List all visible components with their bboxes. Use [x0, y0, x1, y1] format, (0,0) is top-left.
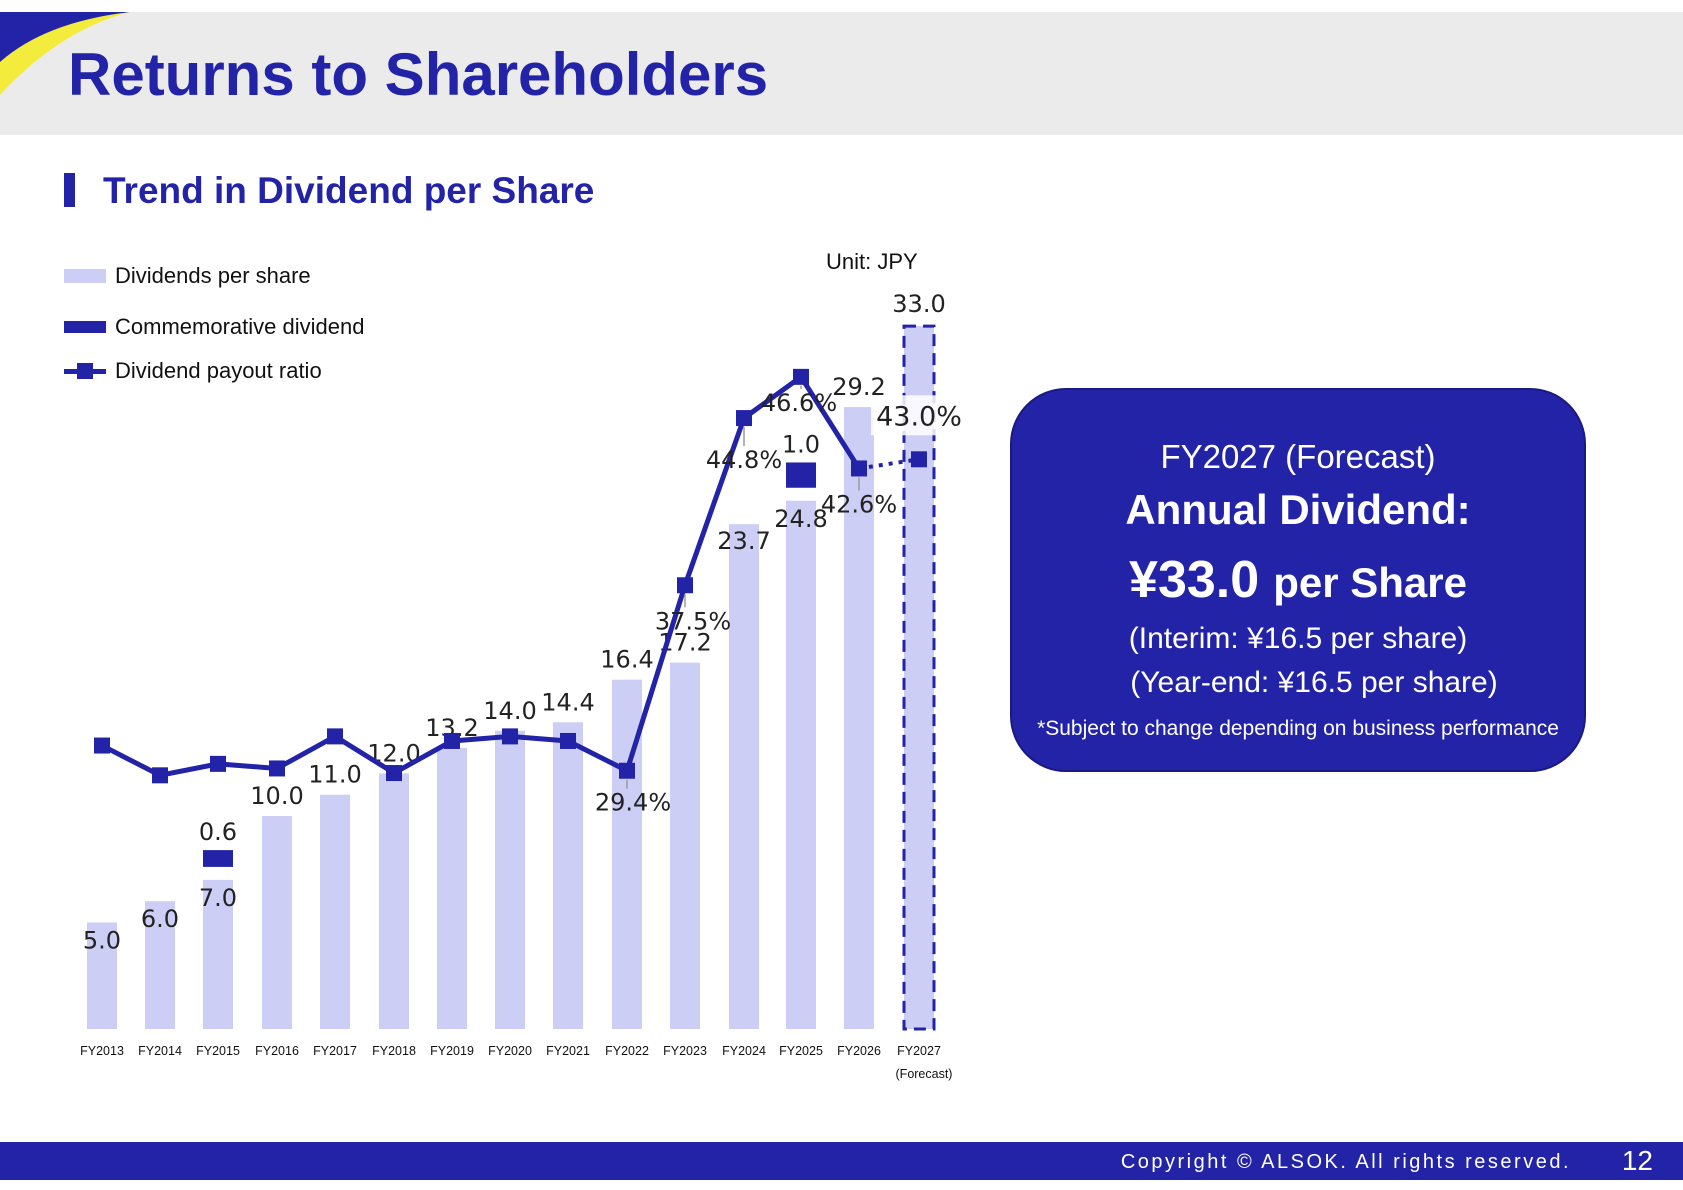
- ratio-point: [911, 451, 927, 468]
- ratio-value-label: 46.6%: [761, 389, 837, 417]
- ratio-point: [386, 765, 402, 782]
- ratio-value-label: 37.5%: [655, 607, 731, 635]
- bar-dps: [670, 662, 700, 1029]
- bar-value-label: 14.0: [483, 697, 536, 725]
- callout-amount-suffix: per Share: [1273, 559, 1467, 606]
- ratio-point: [444, 732, 460, 749]
- page-title: Returns to Shareholders: [68, 41, 769, 108]
- callout-year-end: (Year-end: ¥16.5 per share): [1130, 666, 1498, 699]
- legend-swatch-dividends: [64, 269, 106, 283]
- bar-dps: [495, 730, 525, 1029]
- x-tick-label: FY2016: [255, 1044, 299, 1058]
- forecast-callout: FY2027 (Forecast) Annual Dividend: ¥33.0…: [1010, 388, 1586, 772]
- x-tick-label: FY2019: [430, 1044, 474, 1058]
- bar-dps: [437, 747, 467, 1029]
- bar-dps: [87, 922, 117, 1029]
- bar-value-label: 11.0: [308, 761, 361, 789]
- ratio-point: [327, 728, 343, 745]
- commemorative-value-label: 0.6: [199, 818, 237, 846]
- ratio-point: [502, 728, 518, 745]
- subtitle-marker: [64, 173, 75, 207]
- legend-dividends: Dividends per share: [64, 261, 311, 291]
- bar-value-label: 5.0: [83, 927, 121, 955]
- x-tick-label: FY2020: [488, 1044, 532, 1058]
- legend-label-dividends: Dividends per share: [115, 263, 311, 288]
- x-tick-label: FY2018: [372, 1044, 416, 1058]
- ratio-point: [152, 767, 168, 784]
- copyright-text: Copyright © ALSOK. All rights reserved.: [1120, 1151, 1571, 1173]
- bar-dps: [203, 879, 233, 1029]
- bar-value-label: 16.4: [600, 646, 653, 674]
- ratio-forecast-line: [858, 457, 920, 471]
- ratio-value-label: 42.6%: [821, 490, 897, 518]
- x-tick-label: FY2014: [138, 1044, 182, 1058]
- bar-dps: [320, 794, 350, 1029]
- callout-amount: ¥33.0: [1129, 551, 1260, 609]
- ratio-point: [851, 460, 867, 477]
- section-subtitle: Trend in Dividend per Share: [103, 170, 595, 211]
- callout-label: FY2027 (Forecast): [1160, 438, 1436, 475]
- bar-dps: [844, 407, 874, 1029]
- x-tick-label: FY2021: [546, 1044, 590, 1058]
- ratio-label-backdrop: [871, 395, 967, 436]
- corner-accent: [0, 12, 130, 95]
- dividend-chart: 5.06.07.010.011.012.013.214.0 14.416.417.…: [80, 290, 967, 1081]
- bar-dps: [145, 901, 175, 1029]
- x-tick-label: FY2025: [779, 1044, 823, 1058]
- x-tick-label: FY2026: [837, 1044, 881, 1058]
- legend-ratio: Dividend payout ratio: [64, 356, 322, 386]
- footer-band: Copyright © ALSOK. All rights reserved. …: [0, 1142, 1683, 1180]
- x-tick-note: (Forecast): [896, 1067, 953, 1081]
- ratio-value-label: 44.8%: [706, 446, 782, 474]
- ratio-value-label: 43.0%: [876, 401, 962, 432]
- bar-dps: [553, 722, 583, 1029]
- x-tick-label: FY2017: [313, 1044, 357, 1058]
- legend-swatch-ratio: [64, 362, 106, 379]
- callout-amount-line: ¥33.0 per Share: [1012, 550, 1584, 610]
- unit-label: Unit: JPY: [826, 249, 918, 274]
- ratio-point: [793, 368, 809, 385]
- bar-value-label: 23.7: [717, 527, 770, 555]
- ratio-point: [210, 755, 226, 772]
- callout-heading: Annual Dividend:: [1125, 486, 1471, 533]
- bar-commemorative: [786, 462, 816, 488]
- x-tick-label: FY2013: [80, 1044, 124, 1058]
- legend-swatch-commemorative: [64, 321, 106, 333]
- x-tick-label: FY2027: [897, 1044, 941, 1058]
- bar-value-label: 6.0: [141, 905, 179, 933]
- ratio-point: [736, 410, 752, 427]
- legend-commemorative: Commemorative dividend: [64, 312, 364, 342]
- ratio-point: [677, 577, 693, 594]
- ratio-point: [269, 760, 285, 777]
- ratio-point: [560, 732, 576, 749]
- header-band: [0, 12, 1683, 135]
- x-tick-label: FY2024: [722, 1044, 766, 1058]
- bar-commemorative: [203, 850, 233, 867]
- bar-dps: [786, 500, 816, 1029]
- ratio-point: [619, 762, 635, 779]
- bar-value-label: 10.0: [250, 782, 303, 810]
- legend-label-commemorative: Commemorative dividend: [115, 314, 365, 339]
- x-tick-label: FY2015: [196, 1044, 240, 1058]
- bar-dps: [379, 773, 409, 1029]
- bar-dps: [729, 524, 759, 1029]
- bar-dps: [902, 324, 936, 1031]
- bar-value-label: 33.0: [892, 290, 945, 318]
- ratio-point: [94, 737, 110, 754]
- callout-interim: (Interim: ¥16.5 per share): [1128, 622, 1468, 655]
- x-tick-label: FY2023: [663, 1044, 707, 1058]
- ratio-line: [100, 374, 862, 778]
- bar-value-label: 14.4: [541, 688, 594, 716]
- bar-value-label: 24.8: [774, 505, 827, 533]
- callout-note: *Subject to change depending on business…: [1037, 717, 1559, 740]
- legend-label-ratio: Dividend payout ratio: [115, 358, 322, 383]
- x-tick-label: FY2022: [605, 1044, 649, 1058]
- commemorative-value-label: 1.0: [782, 430, 820, 458]
- bar-value-label: 7.0: [199, 884, 237, 912]
- bar-dps: [262, 816, 292, 1029]
- ratio-value-label: 29.4%: [595, 789, 671, 817]
- page-number: 12: [1621, 1145, 1653, 1176]
